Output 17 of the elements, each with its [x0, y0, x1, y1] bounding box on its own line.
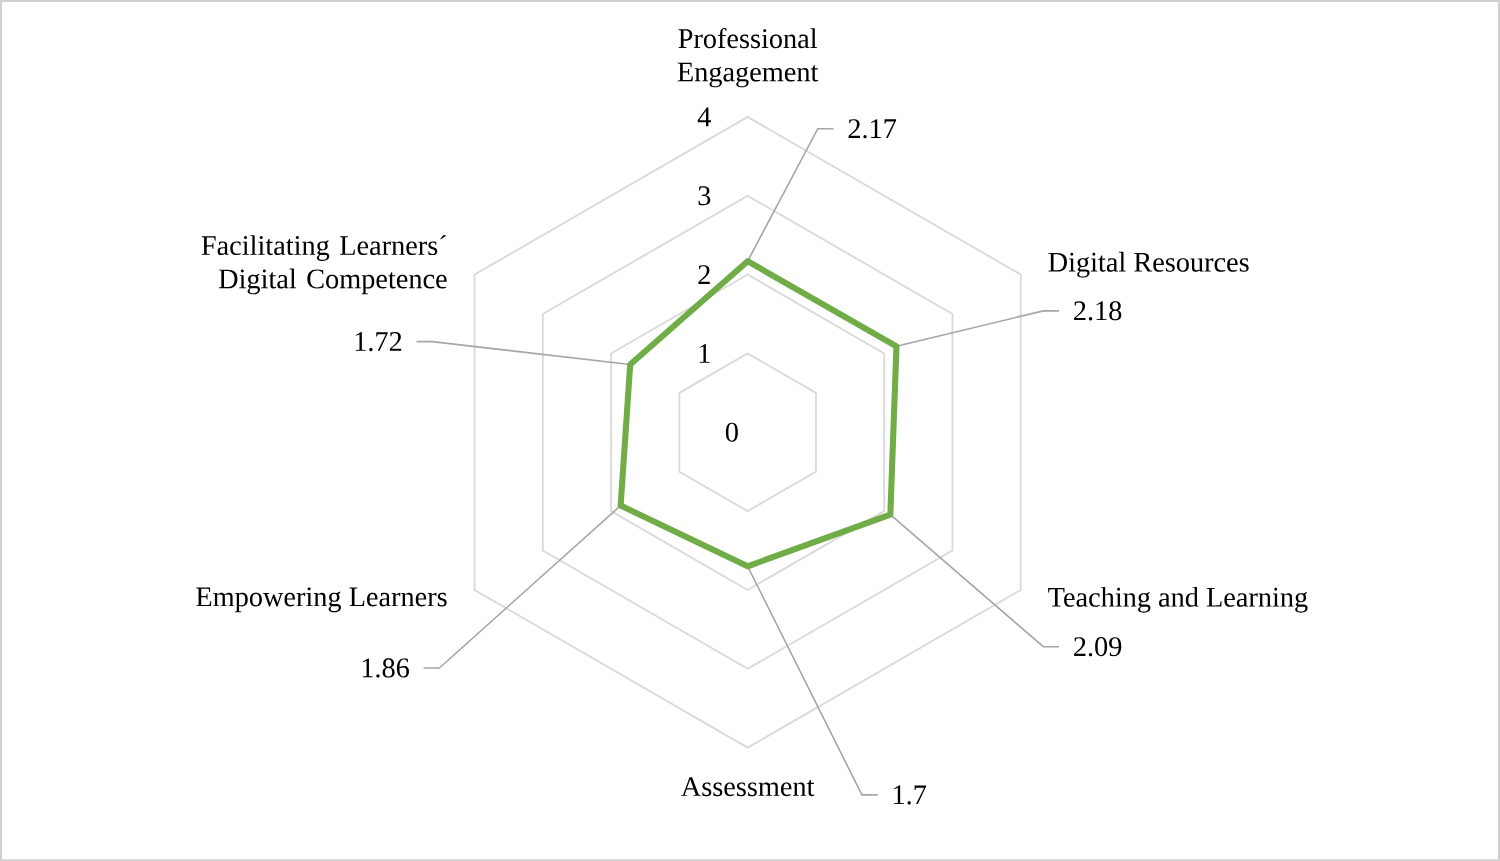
y-tick-label: 4: [697, 107, 711, 127]
y-tick-label: 3: [698, 186, 711, 206]
spoke-label: Teaching and Learning: [1048, 586, 1308, 613]
data-label: 2.18: [1074, 301, 1122, 321]
spoke-label: Digital Resources: [1048, 251, 1249, 278]
spoke-label: Facilitating Learners´ Digital Competence: [201, 234, 447, 295]
spoke-label: Empowering Learners: [196, 587, 447, 613]
data-label: 2.17: [848, 118, 897, 139]
data-label: 1.7: [893, 785, 927, 805]
spoke-label: Professional Engagement: [677, 27, 819, 88]
data-label: 1.72: [355, 331, 402, 351]
y-tick-label: 0: [725, 422, 738, 442]
y-tick-label: 1: [699, 343, 710, 363]
spoke-label: Assessment: [681, 776, 815, 796]
data-label: 2.09: [1074, 636, 1122, 657]
data-label: 1.86: [362, 658, 409, 678]
y-tick-label: 2: [698, 265, 710, 284]
